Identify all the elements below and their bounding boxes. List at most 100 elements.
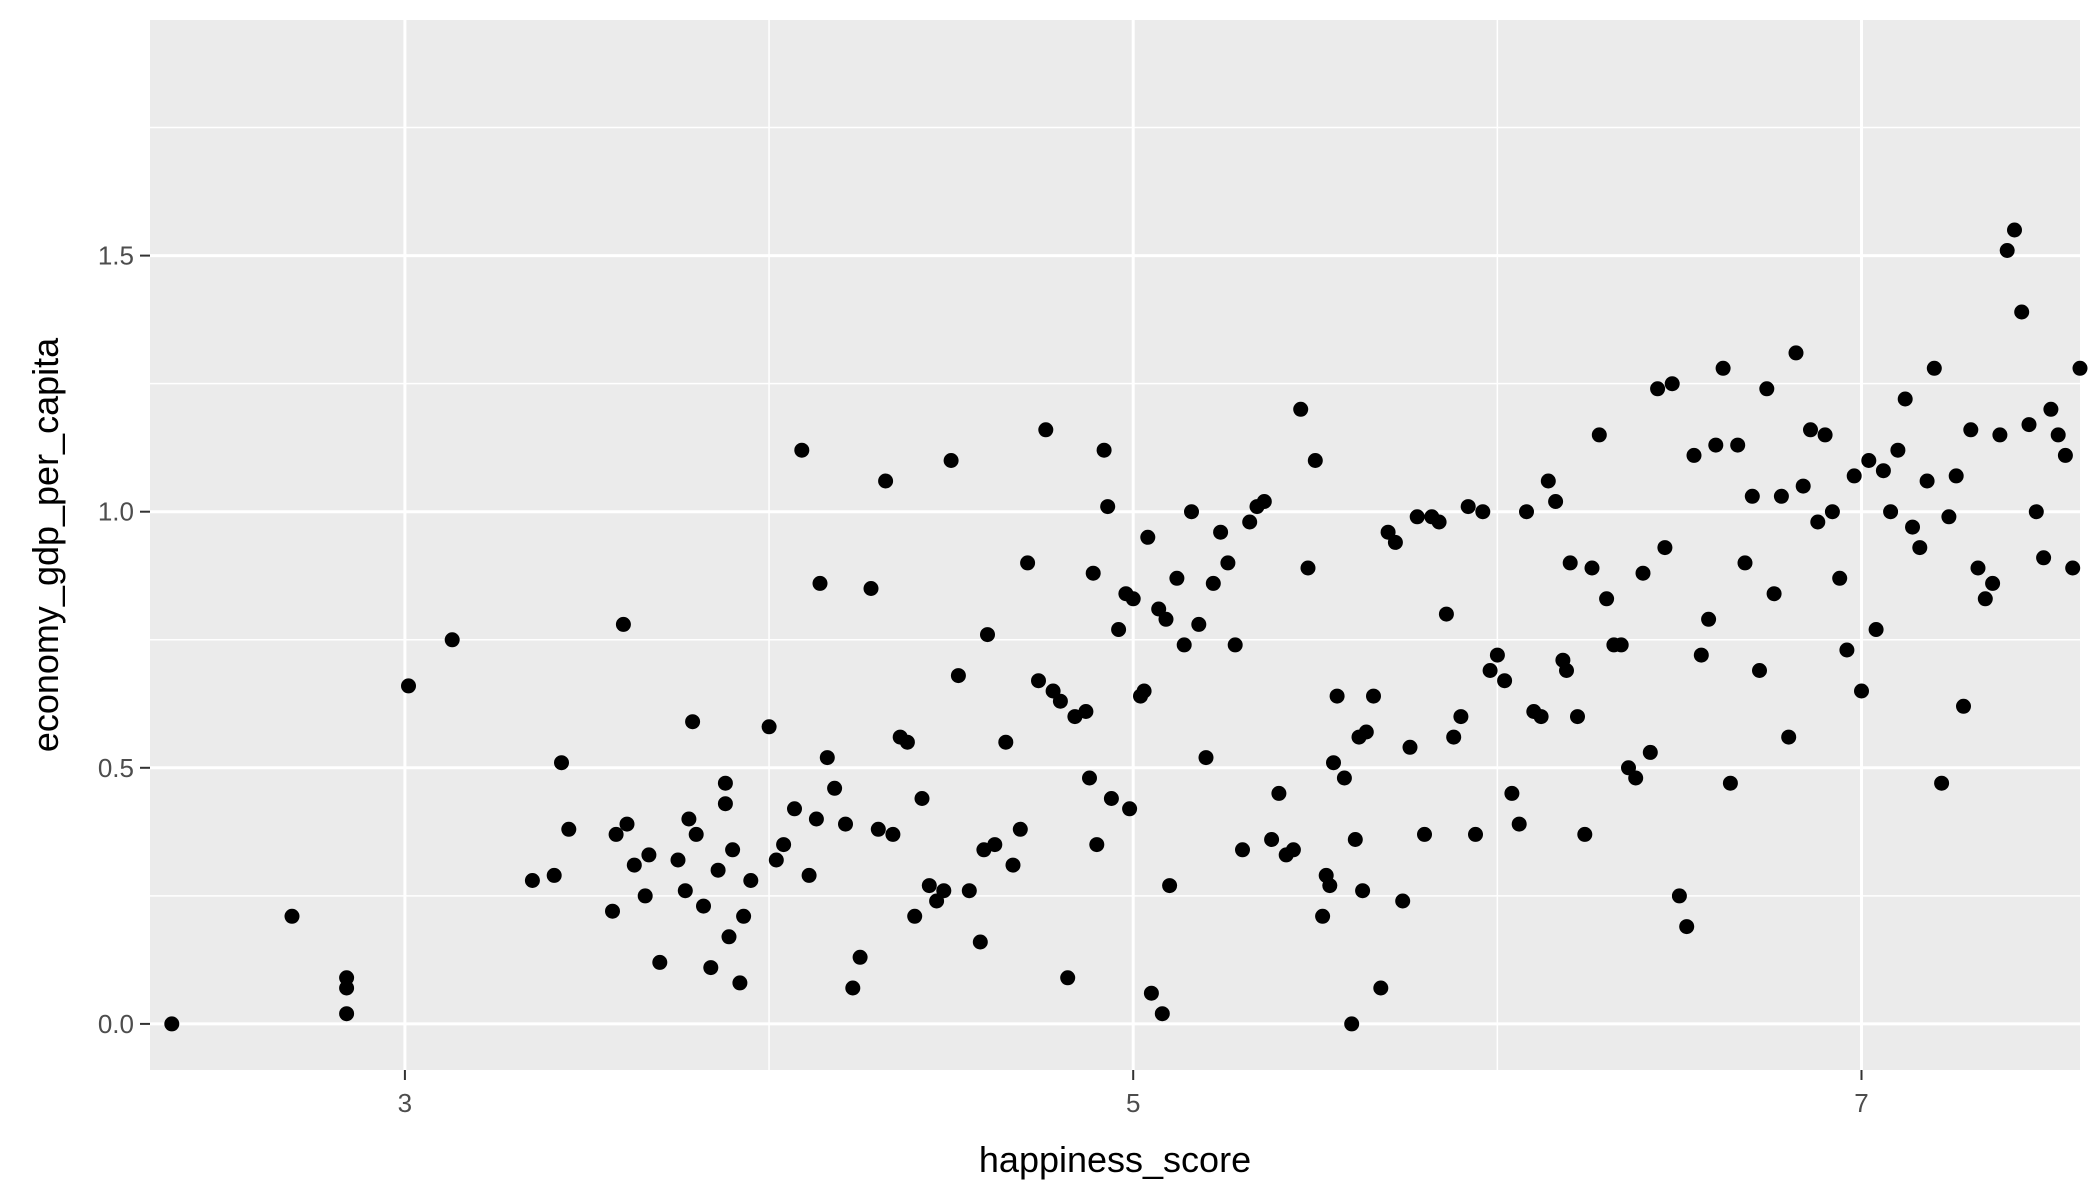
data-point [972, 934, 988, 950]
x-tick-label: 5 [1126, 1088, 1140, 1118]
data-point [1373, 980, 1389, 996]
x-tick-label: 7 [1854, 1088, 1868, 1118]
data-point [1854, 683, 1869, 699]
data-point [1570, 709, 1585, 725]
data-point [524, 873, 540, 888]
data-point [605, 903, 620, 919]
data-point [1963, 422, 1979, 438]
data-point [1038, 422, 1054, 438]
data-point [1934, 775, 1950, 791]
data-point [1985, 575, 2001, 591]
data-point [1868, 622, 1884, 637]
data-point [1082, 770, 1097, 786]
data-point [444, 632, 460, 648]
data-point [980, 627, 995, 643]
data-point [1766, 586, 1782, 602]
data-point [2072, 360, 2088, 376]
data-point [1708, 437, 1724, 453]
data-point [561, 821, 577, 837]
plot-panel [150, 20, 2080, 1070]
data-point [838, 816, 853, 832]
data-point [1446, 729, 1462, 745]
data-point [1213, 524, 1229, 540]
data-point [1504, 785, 1520, 801]
data-point [1154, 1006, 1170, 1022]
data-point [1788, 345, 1804, 361]
data-point [1832, 570, 1848, 586]
data-point [845, 980, 861, 996]
data-point [794, 442, 810, 458]
data-point [1285, 842, 1301, 858]
data-point [1402, 739, 1418, 755]
data-point [1890, 442, 1906, 458]
data-point [1759, 381, 1775, 397]
data-point [641, 847, 657, 863]
data-point [2057, 447, 2073, 463]
y-axis-title: economy_gdp_per_capita [25, 337, 66, 752]
data-point [626, 857, 642, 873]
data-point [1773, 488, 1789, 504]
data-point [761, 719, 777, 735]
data-point [1559, 663, 1574, 678]
data-point [1846, 468, 1862, 484]
data-point [1737, 555, 1753, 571]
data-point [710, 862, 726, 878]
data-point [870, 821, 886, 837]
data-point [1085, 565, 1101, 581]
data-point [776, 837, 792, 853]
data-point [1671, 888, 1687, 904]
data-point [615, 616, 631, 632]
data-point [721, 929, 737, 945]
data-point [1497, 673, 1513, 689]
data-point [1613, 637, 1629, 653]
y-tick-label: 0.5 [98, 753, 134, 783]
data-point [554, 755, 569, 771]
data-point [1293, 401, 1309, 417]
data-point [1431, 514, 1447, 530]
data-point [2065, 560, 2081, 576]
data-point [1817, 427, 1833, 443]
data-point [546, 867, 562, 883]
data-point [1722, 775, 1738, 791]
data-point [943, 453, 959, 468]
data-point [1912, 540, 1928, 556]
data-point [827, 780, 843, 796]
data-point [1122, 801, 1138, 817]
data-point [998, 734, 1014, 750]
data-point [619, 816, 635, 832]
data-point [1752, 663, 1767, 678]
data-point [717, 775, 733, 791]
data-point [1744, 488, 1760, 504]
data-point [1730, 437, 1746, 453]
data-point [1438, 606, 1454, 622]
data-point [1992, 427, 2008, 443]
data-point [878, 473, 894, 489]
data-point [1475, 504, 1491, 520]
x-tick-label: 3 [398, 1088, 412, 1118]
data-point [1315, 908, 1331, 924]
data-point [768, 852, 784, 868]
data-point [885, 826, 901, 842]
data-point [1184, 504, 1199, 520]
data-point [1468, 826, 1483, 842]
data-point [1264, 832, 1280, 847]
y-tick-label: 0.0 [98, 1009, 134, 1039]
data-point [1584, 560, 1600, 576]
data-point [1358, 724, 1374, 740]
data-point [1999, 243, 2015, 258]
data-point [950, 668, 966, 684]
minor-gridlines [150, 20, 2080, 1070]
data-point [717, 796, 733, 812]
data-point [987, 837, 1003, 853]
data-point [725, 842, 741, 858]
data-point [1417, 826, 1432, 842]
y-axis: 0.0 0.5 1.0 1.5 [98, 241, 150, 1039]
data-point [1460, 499, 1476, 515]
data-point [1366, 688, 1381, 704]
data-point [2028, 504, 2044, 520]
data-point [1803, 422, 1818, 438]
data-point [1158, 611, 1174, 627]
y-tick-label: 1.0 [98, 497, 134, 527]
data-point [688, 826, 704, 842]
